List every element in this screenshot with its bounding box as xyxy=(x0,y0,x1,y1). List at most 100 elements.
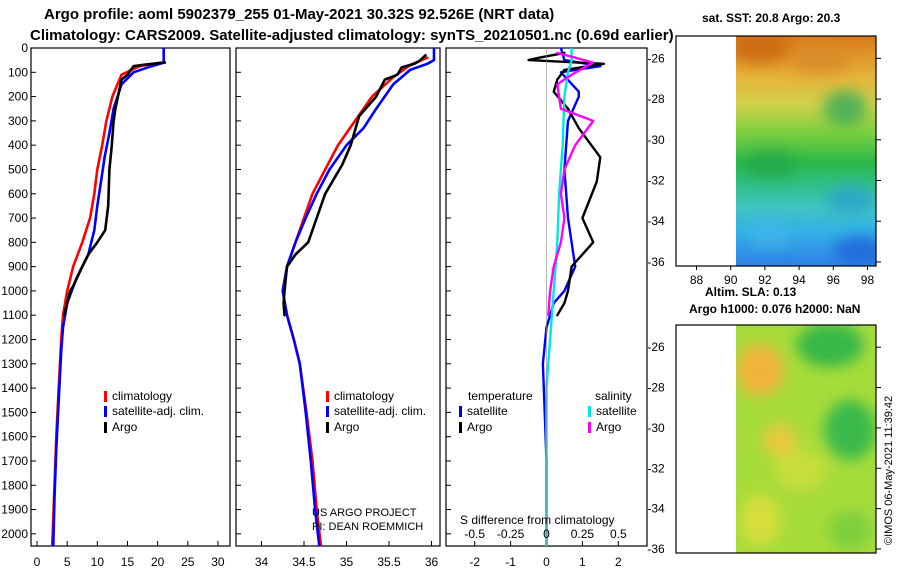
temperature-series xyxy=(50,48,167,546)
series-temperature-satellite xyxy=(541,48,602,546)
sst-map-title: sat. SST: 20.8 Argo: 20.3 xyxy=(702,11,841,25)
depth-tick-label: 1000 xyxy=(1,284,28,298)
legend-label-temp-argo: Argo xyxy=(467,420,493,434)
legend-title-temperature: temperature xyxy=(468,389,533,403)
legend-swatch-argo xyxy=(104,422,107,433)
map-y-tick-label: -32 xyxy=(647,174,665,188)
map-x-tick-label: 92 xyxy=(758,273,772,287)
legend-swatch-argo xyxy=(326,422,329,433)
sst-map-frame xyxy=(675,35,877,267)
depth-tick-label: 600 xyxy=(8,187,28,201)
depth-tick-label: 300 xyxy=(8,114,28,128)
sst-green-patch xyxy=(823,90,867,126)
sla-map-frame xyxy=(675,324,877,554)
map-y-tick-label: -36 xyxy=(647,255,665,269)
map-y-tick-label: -30 xyxy=(647,133,665,147)
map-y-tick-label: -34 xyxy=(647,502,665,516)
legend-swatch-temp-satellite xyxy=(459,406,462,417)
legend-label-temp-satellite: satellite xyxy=(467,404,508,418)
sla-low-patch xyxy=(824,400,876,460)
depth-tick-label: 1500 xyxy=(1,405,28,419)
chart-title-line2: Climatology: CARS2009. Satellite-adjuste… xyxy=(30,27,674,44)
series-satellite-adj-clim- xyxy=(51,48,165,546)
s-difference-tick-label: 0 xyxy=(543,527,550,541)
sst-green-patch xyxy=(744,151,796,179)
salinity-x-axis: 34 34.5 35 35.5 36 xyxy=(255,541,439,569)
legend-swatch-satellite-adj xyxy=(326,406,329,417)
temperature-x-axis: 0 5 10 15 20 25 30 xyxy=(34,541,225,569)
x-tick-label: 30 xyxy=(211,555,225,569)
x-tick-label: 25 xyxy=(181,555,195,569)
map-x-tick-label: 90 xyxy=(724,273,738,287)
map-x-tick-label: 88 xyxy=(690,273,704,287)
temperature-panel-frame xyxy=(30,47,231,547)
s-difference-tick-label: -0.5 xyxy=(464,527,485,541)
sla-mid-patch xyxy=(740,494,780,546)
x-tick-label: 15 xyxy=(121,555,135,569)
sla-heatmap xyxy=(736,325,876,553)
depth-tick-label: 1700 xyxy=(1,454,28,468)
sla-title-line1: Altim. SLA: 0.13 xyxy=(705,285,797,299)
temperature-legend: climatology satellite-adj. clim. Argo xyxy=(104,389,204,434)
x-tick-label: 2 xyxy=(615,555,622,569)
sst-cool-patch xyxy=(750,223,790,247)
x-tick-label: 10 xyxy=(91,555,105,569)
sla-high-patch xyxy=(736,344,784,396)
map-x-tick-label: 96 xyxy=(827,273,841,287)
x-tick-label: -1 xyxy=(505,555,516,569)
sst-warm-patch xyxy=(736,36,790,64)
depth-tick-label: 700 xyxy=(8,211,28,225)
legend-title-salinity: salinity xyxy=(595,389,632,403)
depth-tick-label: 500 xyxy=(8,162,28,176)
depth-tick-label: 1900 xyxy=(1,503,28,517)
salinity-legend: climatology satellite-adj. clim. Argo US… xyxy=(312,389,426,533)
legend-label-sal-satellite: satellite xyxy=(596,404,637,418)
s-difference-label: S difference from climatology xyxy=(460,513,615,527)
depth-tick-label: 1100 xyxy=(2,308,28,322)
legend-label-satellite-adj: satellite-adj. clim. xyxy=(112,404,204,418)
legend-swatch-sal-satellite xyxy=(588,406,591,417)
depth-tick-label: 1600 xyxy=(1,430,28,444)
chart-title-line1: Argo profile: aoml 5902379_255 01-May-20… xyxy=(44,6,555,23)
legend-swatch-satellite-adj xyxy=(104,406,107,417)
map-y-tick-label: -34 xyxy=(647,214,665,228)
sst-warm-patch xyxy=(790,46,850,74)
x-tick-label: 34.5 xyxy=(292,555,316,569)
s-difference-tick-label: 0.5 xyxy=(610,527,627,541)
series-satellite-adj-clim- xyxy=(281,48,436,546)
x-tick-label: 5 xyxy=(64,555,71,569)
map-y-tick-label: -26 xyxy=(647,340,665,354)
sst-axes: -26 -28 -30 -32 -34 -36 88 90 92 94 96 98 xyxy=(647,51,881,287)
sst-heatmap xyxy=(736,36,876,266)
map-y-tick-label: -30 xyxy=(647,421,665,435)
series-temperature-argo xyxy=(527,51,606,317)
legend-swatch-temp-argo xyxy=(459,422,462,433)
depth-tick-label: 2000 xyxy=(1,527,28,541)
map-y-tick-label: -28 xyxy=(647,381,665,395)
sla-title-line2: Argo h1000: 0.076 h2000: NaN xyxy=(689,302,860,316)
series-argo xyxy=(282,53,427,317)
legend-label-climatology: climatology xyxy=(112,389,172,403)
depth-tick-label: 1800 xyxy=(1,478,28,492)
legend-label-satellite-adj: satellite-adj. clim. xyxy=(334,404,426,418)
legend-label-climatology: climatology xyxy=(334,389,394,403)
depth-tick-label: 900 xyxy=(8,260,28,274)
s-difference-tick-label: 0.25 xyxy=(571,527,595,541)
imos-credit: ©IMOS 06-May-2021 11:39:42 xyxy=(883,396,895,545)
pi-annotation: PI: DEAN ROEMMICH xyxy=(312,521,423,533)
map-y-tick-label: -26 xyxy=(647,51,665,65)
legend-swatch-climatology xyxy=(104,391,107,402)
x-tick-label: 1 xyxy=(579,555,586,569)
x-tick-label: 35.5 xyxy=(377,555,401,569)
legend-swatch-sal-argo xyxy=(588,422,591,433)
project-annotation: US ARGO PROJECT xyxy=(312,507,417,519)
legend-label-sal-argo: Argo xyxy=(596,420,622,434)
difference-series xyxy=(527,48,606,546)
s-difference-tick-label: -0.25 xyxy=(497,527,525,541)
x-tick-label: 36 xyxy=(425,555,439,569)
sla-mid-patch xyxy=(828,510,872,550)
map-y-tick-label: -32 xyxy=(647,461,665,475)
sst-cold-patch xyxy=(834,236,876,264)
series-climatology xyxy=(50,61,162,546)
depth-tick-label: 1300 xyxy=(1,357,28,371)
